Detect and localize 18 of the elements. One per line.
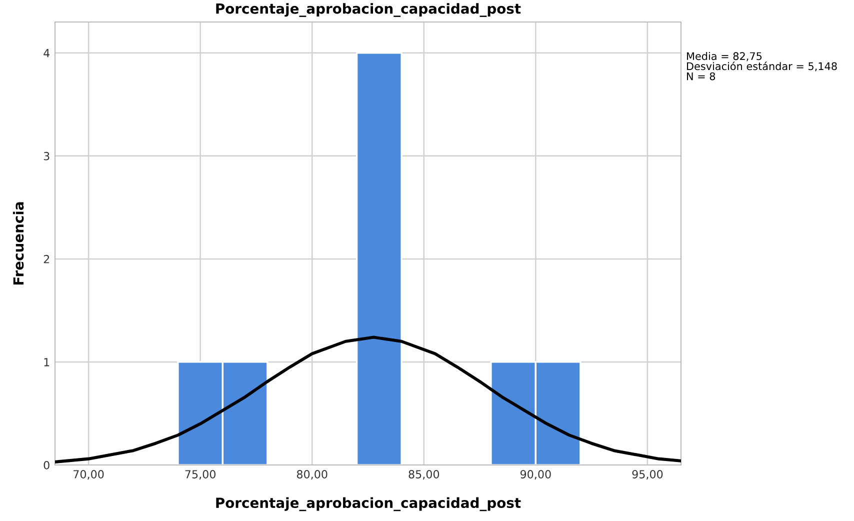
y-tick-label: 2 bbox=[44, 254, 50, 264]
x-axis-title: Porcentaje_aprobacion_capacidad_post bbox=[216, 497, 521, 512]
text: Desviación estándar = 5,148 bbox=[687, 62, 837, 72]
x-tick-label: 90,00 bbox=[520, 470, 551, 480]
text: Media = 82,75 bbox=[687, 52, 762, 62]
x-tick-label: 80,00 bbox=[296, 470, 328, 480]
line-series bbox=[55, 336, 681, 464]
y-tick-label: 0 bbox=[44, 460, 50, 470]
x-tick-label: 70,00 bbox=[74, 470, 104, 480]
x-tick-label: 85,00 bbox=[408, 470, 440, 480]
y-tick-label: 3 bbox=[44, 152, 50, 160]
chart-title: Porcentaje_aprobacion_capacidad_post bbox=[216, 3, 521, 17]
y-axis-title: Frecuencia bbox=[12, 202, 24, 285]
x-tick-label: 75,00 bbox=[185, 470, 216, 480]
text: N = 8 bbox=[687, 72, 716, 80]
y-tick-label: 4 bbox=[44, 49, 50, 58]
x-tick-label: 95,00 bbox=[632, 470, 663, 480]
y-tick-label: 1 bbox=[44, 358, 50, 366]
